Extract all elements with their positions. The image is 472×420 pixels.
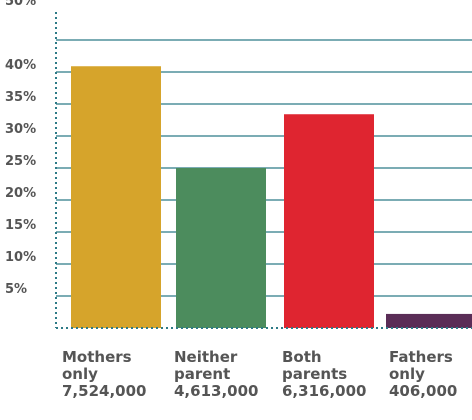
category-name-line: Fathers — [389, 348, 453, 366]
y-tick-label: 40% — [5, 58, 36, 73]
category-label: Fathers only 406,000 — [389, 349, 472, 400]
bar — [71, 66, 161, 329]
y-tick-label: 50% — [5, 0, 36, 9]
y-tick-label: 35% — [5, 90, 36, 105]
category-name-line: parent — [174, 365, 231, 383]
bar — [176, 168, 266, 328]
y-tick-label: 25% — [5, 154, 36, 169]
category-name-line: only — [62, 365, 98, 383]
axes — [55, 12, 472, 329]
category-count: 4,613,000 — [174, 382, 259, 400]
category-name-line: Mothers — [62, 348, 132, 366]
y-tick-label: 5% — [5, 282, 27, 297]
category-name-line: parents — [282, 365, 348, 383]
category-label: Both parents 6,316,000 — [282, 349, 382, 400]
category-name-line: only — [389, 365, 425, 383]
bars — [71, 66, 472, 329]
category-count: 7,524,000 — [62, 382, 147, 400]
y-tick-label: 15% — [5, 218, 36, 233]
bar — [284, 114, 374, 329]
category-label: Neither parent 4,613,000 — [174, 349, 274, 400]
bar — [386, 313, 472, 328]
y-axis-ticks: 5% 10% 15% 20% 25% 30% 35% 40% 50% — [5, 0, 36, 297]
category-count: 6,316,000 — [282, 382, 367, 400]
y-tick-label: 30% — [5, 122, 36, 137]
y-tick-label: 10% — [5, 250, 36, 265]
category-label: Mothers only 7,524,000 — [62, 349, 162, 400]
category-name-line: Neither — [174, 348, 238, 366]
y-tick-label: 20% — [5, 186, 36, 201]
category-name-line: Both — [282, 348, 322, 366]
category-count: 406,000 — [389, 382, 458, 400]
